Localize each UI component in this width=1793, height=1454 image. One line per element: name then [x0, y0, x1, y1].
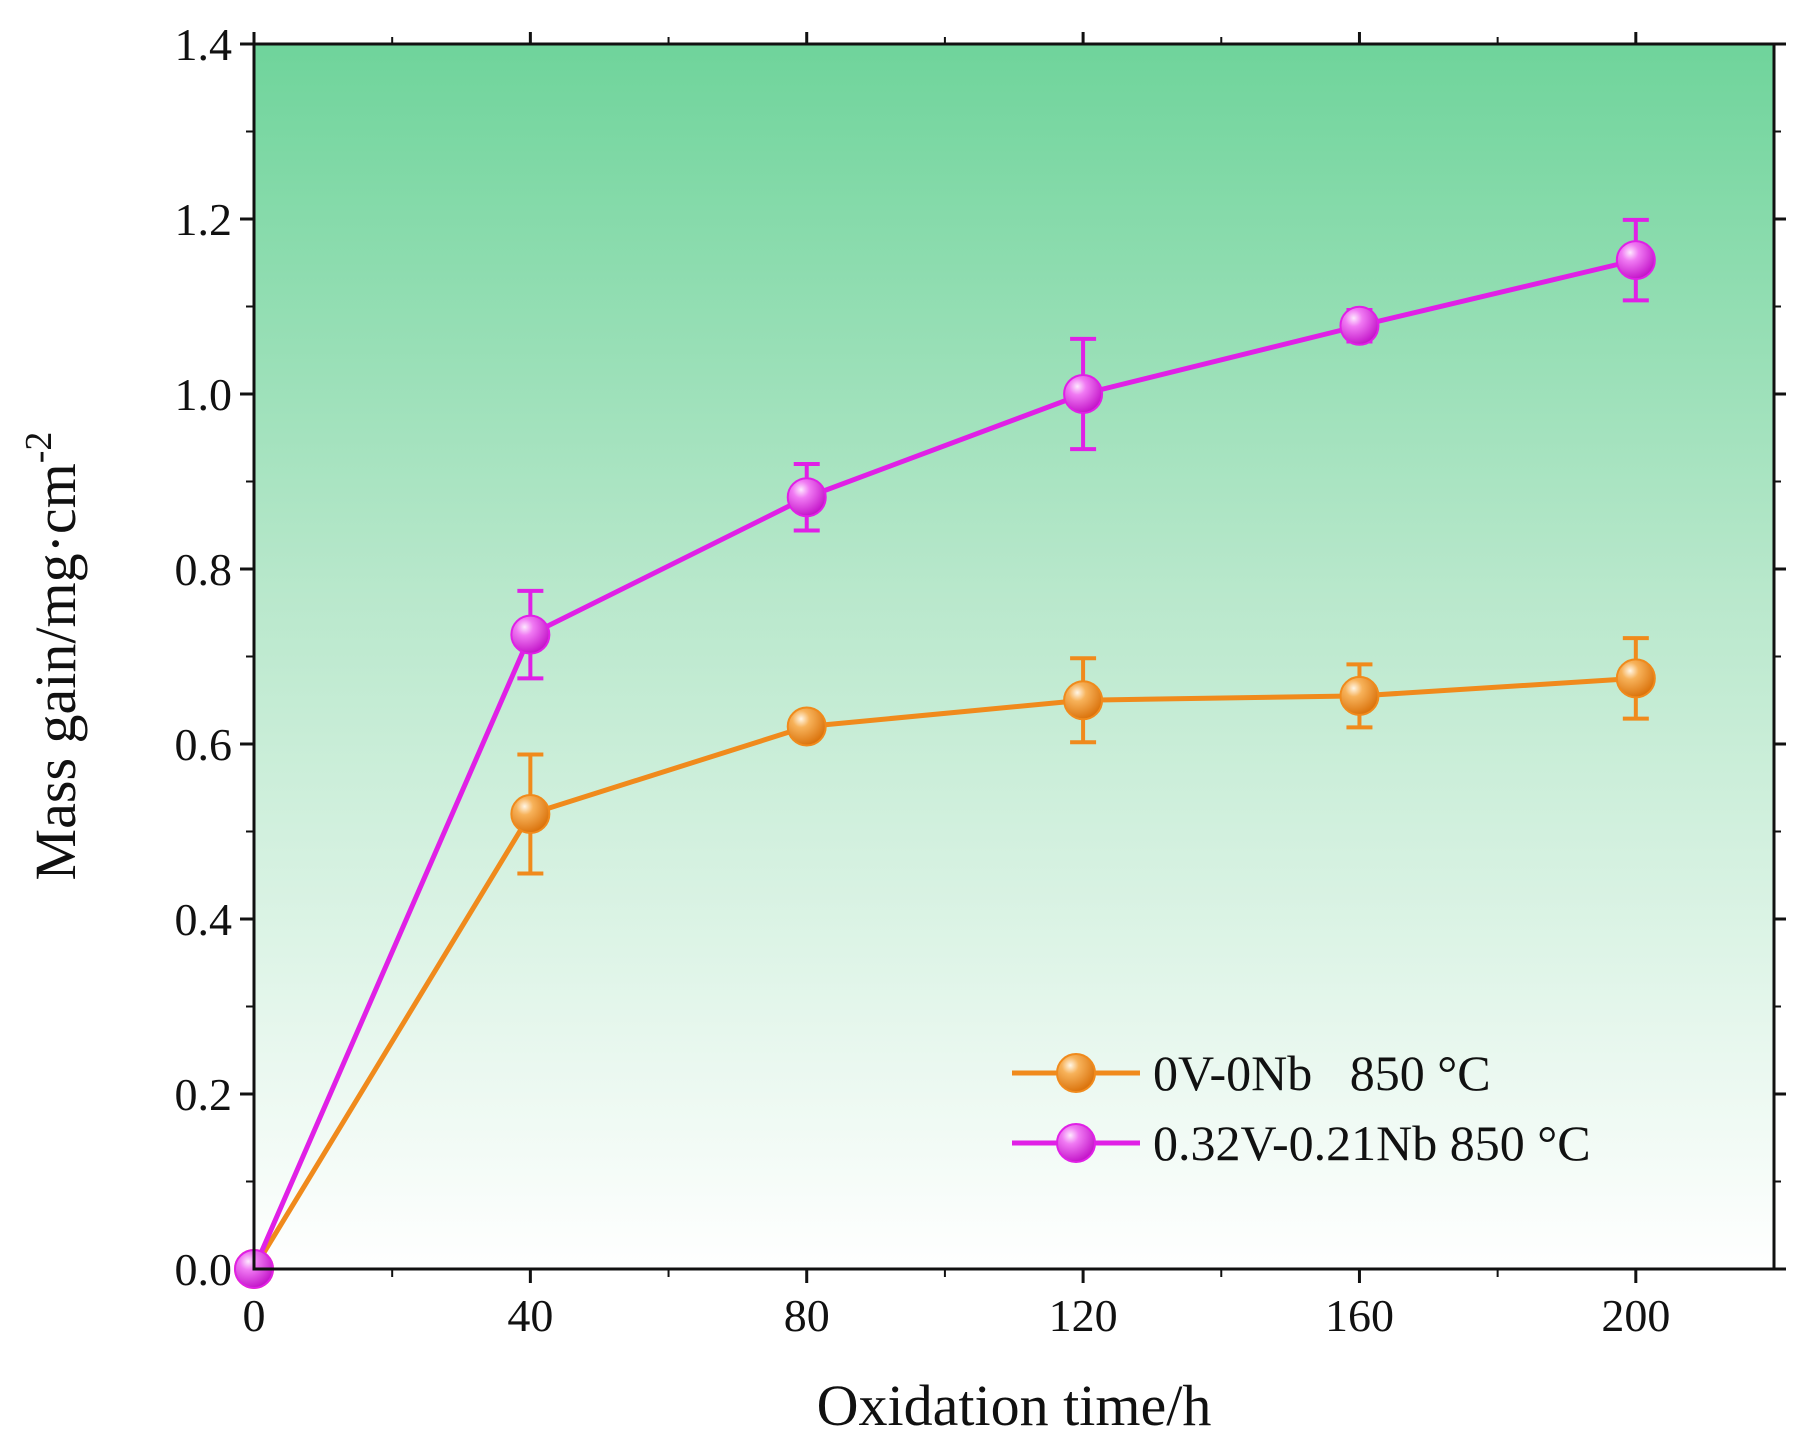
plot-area-background	[254, 44, 1774, 1269]
y-tick-label-1.0: 1.0	[175, 369, 233, 420]
legend-label-0v-0nb: 0V-0Nb 850 °C	[1153, 1045, 1491, 1101]
y-tick-label-0.8: 0.8	[175, 544, 233, 595]
series-1	[234, 217, 1656, 1289]
legend: 0V-0Nb 850 °C 0.32V-0.21Nb 850 °C	[1012, 1045, 1591, 1171]
data-point	[1063, 374, 1104, 414]
x-tick-label-200: 200	[1601, 1290, 1670, 1341]
y-axis-title-superscript: -2	[18, 432, 60, 464]
legend-marker-0v-0nb	[1056, 1053, 1096, 1093]
x-tick-label-40: 40	[507, 1290, 553, 1341]
data-point	[1615, 658, 1656, 699]
x-tick-label-80: 80	[784, 1290, 830, 1341]
data-point	[510, 614, 551, 655]
data-point	[510, 794, 551, 834]
y-axis-title-main: Mass gain/mg·cm	[23, 463, 88, 880]
data-point	[786, 706, 827, 747]
legend-label-032v-021nb: 0.32V-0.21Nb 850 °C	[1153, 1115, 1591, 1171]
y-tick-label-0.6: 0.6	[175, 719, 233, 770]
series-line-1	[251, 257, 1637, 1270]
data-point	[1063, 680, 1104, 721]
y-tick-label-1.2: 1.2	[175, 194, 233, 245]
data-point	[786, 477, 827, 518]
series-0	[234, 636, 1656, 1289]
data-point	[1615, 240, 1656, 281]
plot-frame	[252, 42, 1776, 1271]
legend-marker-032v-021nb	[1056, 1123, 1096, 1163]
x-tick-label-160: 160	[1325, 1290, 1394, 1341]
y-tick-label-0.2: 0.2	[175, 1069, 233, 1120]
data-point	[1339, 675, 1380, 716]
y-tick-label-0.4: 0.4	[175, 894, 233, 945]
series-line-0	[251, 675, 1636, 1271]
y-tick-label-1.4: 1.4	[175, 19, 233, 70]
x-tick-label-120: 120	[1049, 1290, 1118, 1341]
y-tick-label-0.0: 0.0	[175, 1244, 233, 1295]
data-point	[1339, 305, 1380, 346]
y-axis-title: Mass gain/mg·cm-2	[18, 432, 88, 881]
x-tick-label-0: 0	[243, 1290, 266, 1341]
x-axis-title: Oxidation time/h	[817, 1373, 1212, 1438]
